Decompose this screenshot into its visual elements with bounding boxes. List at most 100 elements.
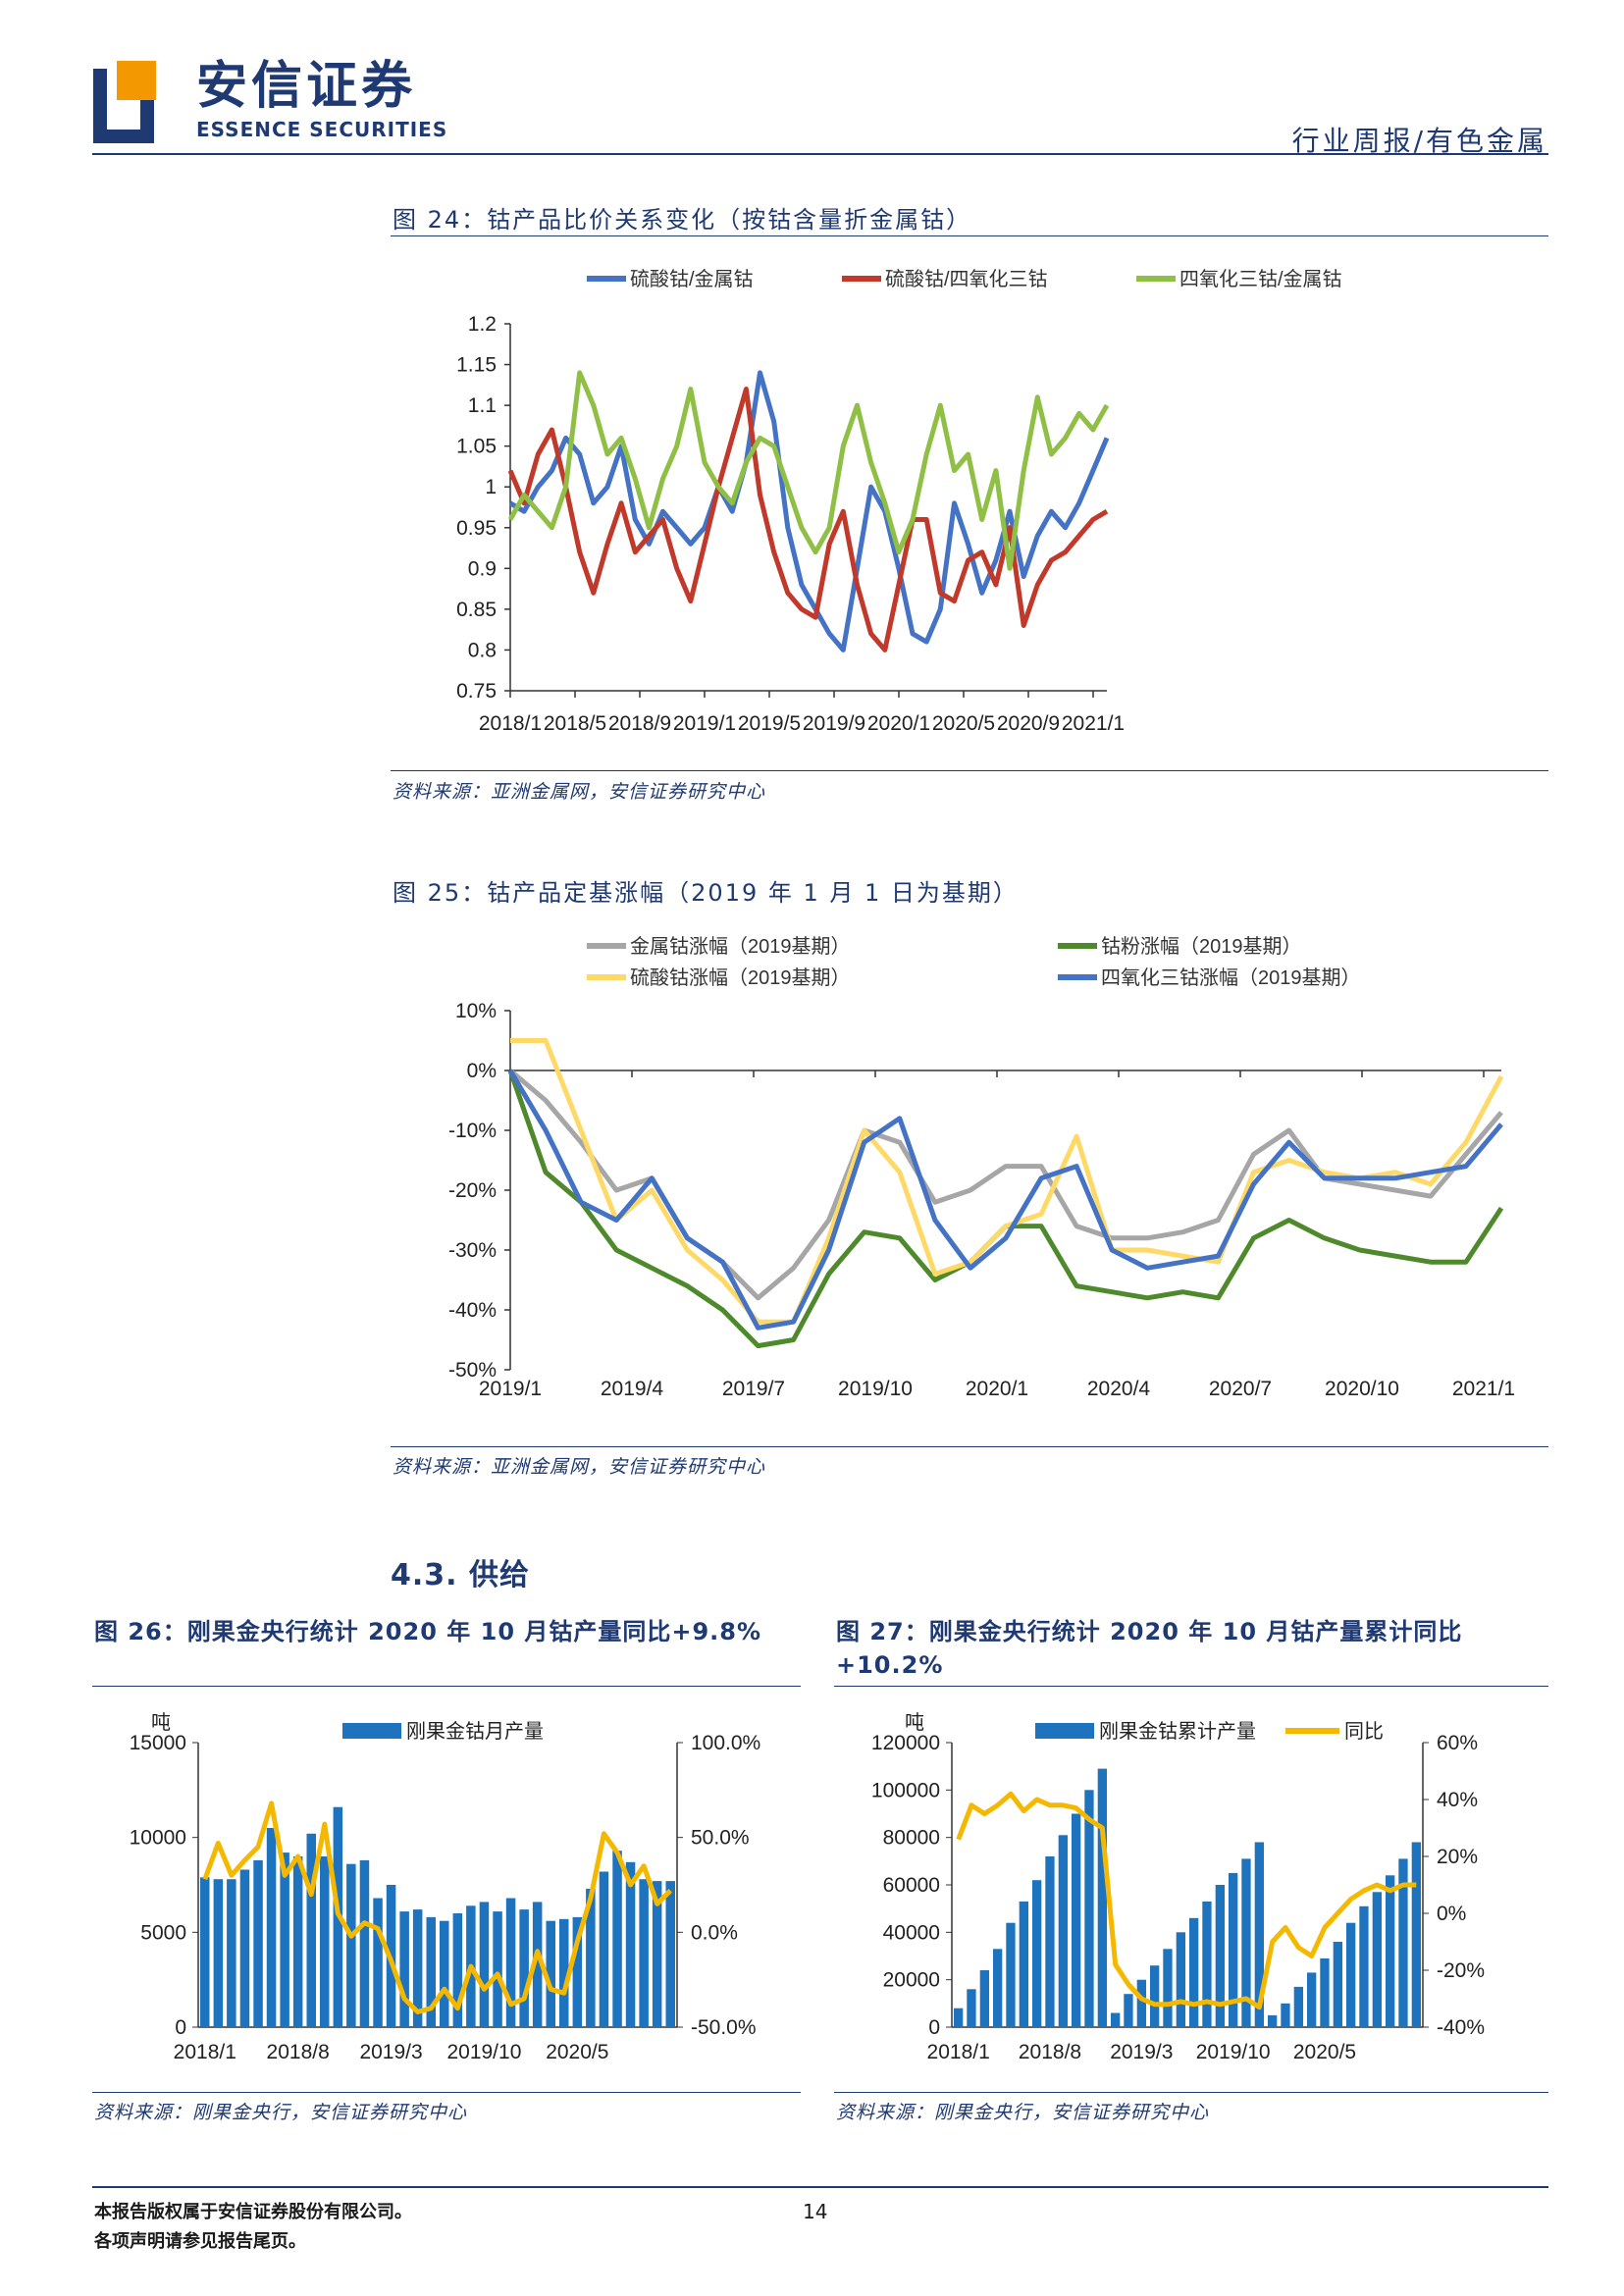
x-tick-label: 2019/10: [1196, 2041, 1271, 2063]
brand-name-cn: 安信证券: [196, 57, 417, 116]
fig27-chart: 吨 0 20000 40000 60000 80000 100000 120000 -40% -2…: [871, 1711, 1485, 2063]
fig25-bottom-rule: [391, 1446, 1548, 1447]
y-tick-label: -30%: [448, 1239, 497, 1262]
fig25-chart: 金属钴涨幅（2019基期） 钴粉涨幅（2019基期） 硫酸钴涨幅（2019基期） 四氧…: [448, 935, 1515, 1400]
series-line-1: [508, 1069, 1503, 1301]
y-tick-label: 1.2: [468, 313, 497, 336]
y-tick-label: 1.05: [456, 436, 497, 458]
bar: [452, 1913, 463, 2027]
bar: [1359, 1905, 1369, 2028]
x-tick-label: 2019/1: [479, 1378, 542, 1400]
legend-item-2-label: 硫酸钴/四氧化三钴: [885, 268, 1048, 290]
footer-copyright: 本报告版权属于安信证券股份有限公司。: [94, 2202, 412, 2222]
bar: [1124, 1994, 1133, 2027]
section-label: 行业周报/有色金属: [1291, 125, 1547, 157]
section-heading: 4.3. 供给: [391, 1558, 530, 1592]
bar: [253, 1859, 263, 2027]
bar: [266, 1828, 277, 2027]
x-tick-label: 2018/8: [1019, 2041, 1081, 2063]
legend-label-bar: 刚果金钴月产量: [406, 1720, 544, 1743]
legend-item-3-label: 四氧化三钴/金属钴: [1179, 268, 1342, 290]
bar: [1254, 1842, 1264, 2027]
x-tick-label: 2021/1: [1062, 712, 1125, 735]
x-tick-label: 2020/5: [1293, 2041, 1356, 2063]
bar: [1058, 1835, 1068, 2028]
bar: [665, 1881, 675, 2027]
x-tick-label: 2020/1: [966, 1378, 1028, 1400]
series-line-4: [507, 1069, 1503, 1331]
x-tick-label: 2020/1: [867, 712, 930, 735]
bar: [1293, 1986, 1303, 2027]
bar: [1019, 1901, 1028, 2027]
bar: [440, 1920, 449, 2027]
bar: [1072, 1813, 1081, 2027]
bar: [1163, 1949, 1173, 2028]
y-left-tick-label: 20000: [883, 1969, 940, 1992]
fig24-chart: 硫酸钴/金属钴 硫酸钴/四氧化三钴 四氧化三钴/金属钴 0.75 0.8 0.85 0.9 0…: [456, 268, 1342, 735]
bar: [1346, 1922, 1356, 2027]
bar: [1386, 1875, 1395, 2027]
legend-item-1-label: 金属钴涨幅（2019基期）: [630, 935, 851, 958]
y-right-tick-label: 60%: [1437, 1732, 1478, 1754]
y-left-tick-label: 0: [928, 2016, 940, 2039]
y-right-tick-label: -50.0%: [691, 2016, 757, 2039]
x-tick-label: 2019/4: [601, 1378, 664, 1400]
bar: [200, 1877, 210, 2027]
bar: [532, 1902, 543, 2027]
y-left-tick-label: 5000: [140, 1921, 186, 1944]
y-tick-label: 1: [485, 476, 497, 498]
series-line: [202, 1800, 672, 2014]
fig27-title: 图 27：刚果金央行统计 2020 年 10 月钴产量累计同比+10.2%: [836, 1618, 1463, 1679]
fig26-source: 资料来源：刚果金央行，安信证券研究中心: [94, 2102, 468, 2123]
y-right-tick-label: 20%: [1437, 1846, 1478, 1868]
x-tick-label: 2020/9: [997, 712, 1060, 735]
bar: [1307, 1972, 1317, 2027]
bar: [1136, 1979, 1146, 2027]
bar: [1202, 1901, 1212, 2027]
bar: [1398, 1858, 1408, 2027]
x-tick-label: 2021/1: [1452, 1378, 1515, 1400]
y-tick-label: 0.95: [456, 517, 497, 540]
fig27-top-rule: [834, 1686, 1548, 1687]
brand-name-en: ESSENCE SECURITIES: [196, 118, 448, 141]
bar: [306, 1833, 316, 2027]
fig24-source: 资料来源：亚洲金属网，安信证券研究中心: [393, 781, 766, 803]
bar: [639, 1879, 649, 2027]
logo: [93, 59, 156, 143]
y-right-tick-label: 0%: [1437, 1903, 1466, 1925]
x-tick-label: 2019/10: [838, 1378, 913, 1400]
bar: [373, 1898, 383, 2027]
x-tick-label: 2018/5: [544, 712, 606, 735]
bar: [1176, 1932, 1185, 2027]
bar: [993, 1949, 1003, 2028]
bar: [967, 1989, 976, 2027]
bar: [546, 1920, 555, 2027]
bar: [227, 1879, 236, 2027]
y-left-tick-label: 40000: [883, 1921, 940, 1944]
x-tick-label: 2018/9: [608, 712, 671, 735]
y-right-tick-label: 40%: [1437, 1789, 1478, 1811]
x-tick-label: 2018/8: [267, 2041, 330, 2063]
x-tick-label: 2020/10: [1325, 1378, 1399, 1400]
logo-mark-icon: [93, 61, 156, 143]
bar: [399, 1911, 409, 2027]
footer-rule: [92, 2186, 1548, 2188]
fig27-source: 资料来源：刚果金央行，安信证券研究中心: [836, 2102, 1210, 2123]
bar: [1189, 1917, 1199, 2027]
x-tick-label: 2020/4: [1087, 1378, 1151, 1400]
bar: [493, 1911, 502, 2027]
bar: [320, 1856, 330, 2027]
bar: [426, 1916, 436, 2027]
page-number: 14: [803, 2200, 828, 2223]
bar: [1111, 2012, 1121, 2027]
x-tick-label: 2018/1: [479, 712, 542, 735]
y-tick-label: 0.75: [456, 680, 497, 703]
fig24-title: 图 24：钴产品比价关系变化（按钴含量折金属钴）: [393, 206, 972, 234]
y-left-tick-label: 10000: [130, 1827, 186, 1850]
series-line-3: [510, 1038, 1504, 1325]
x-tick-label: 2019/3: [1110, 2041, 1173, 2063]
x-tick-label: 2019/9: [803, 712, 865, 735]
x-tick-label: 2018/1: [174, 2041, 236, 2063]
legend-item-4-label: 四氧化三钴涨幅（2019基期）: [1101, 966, 1361, 989]
bar: [1006, 1922, 1016, 2027]
